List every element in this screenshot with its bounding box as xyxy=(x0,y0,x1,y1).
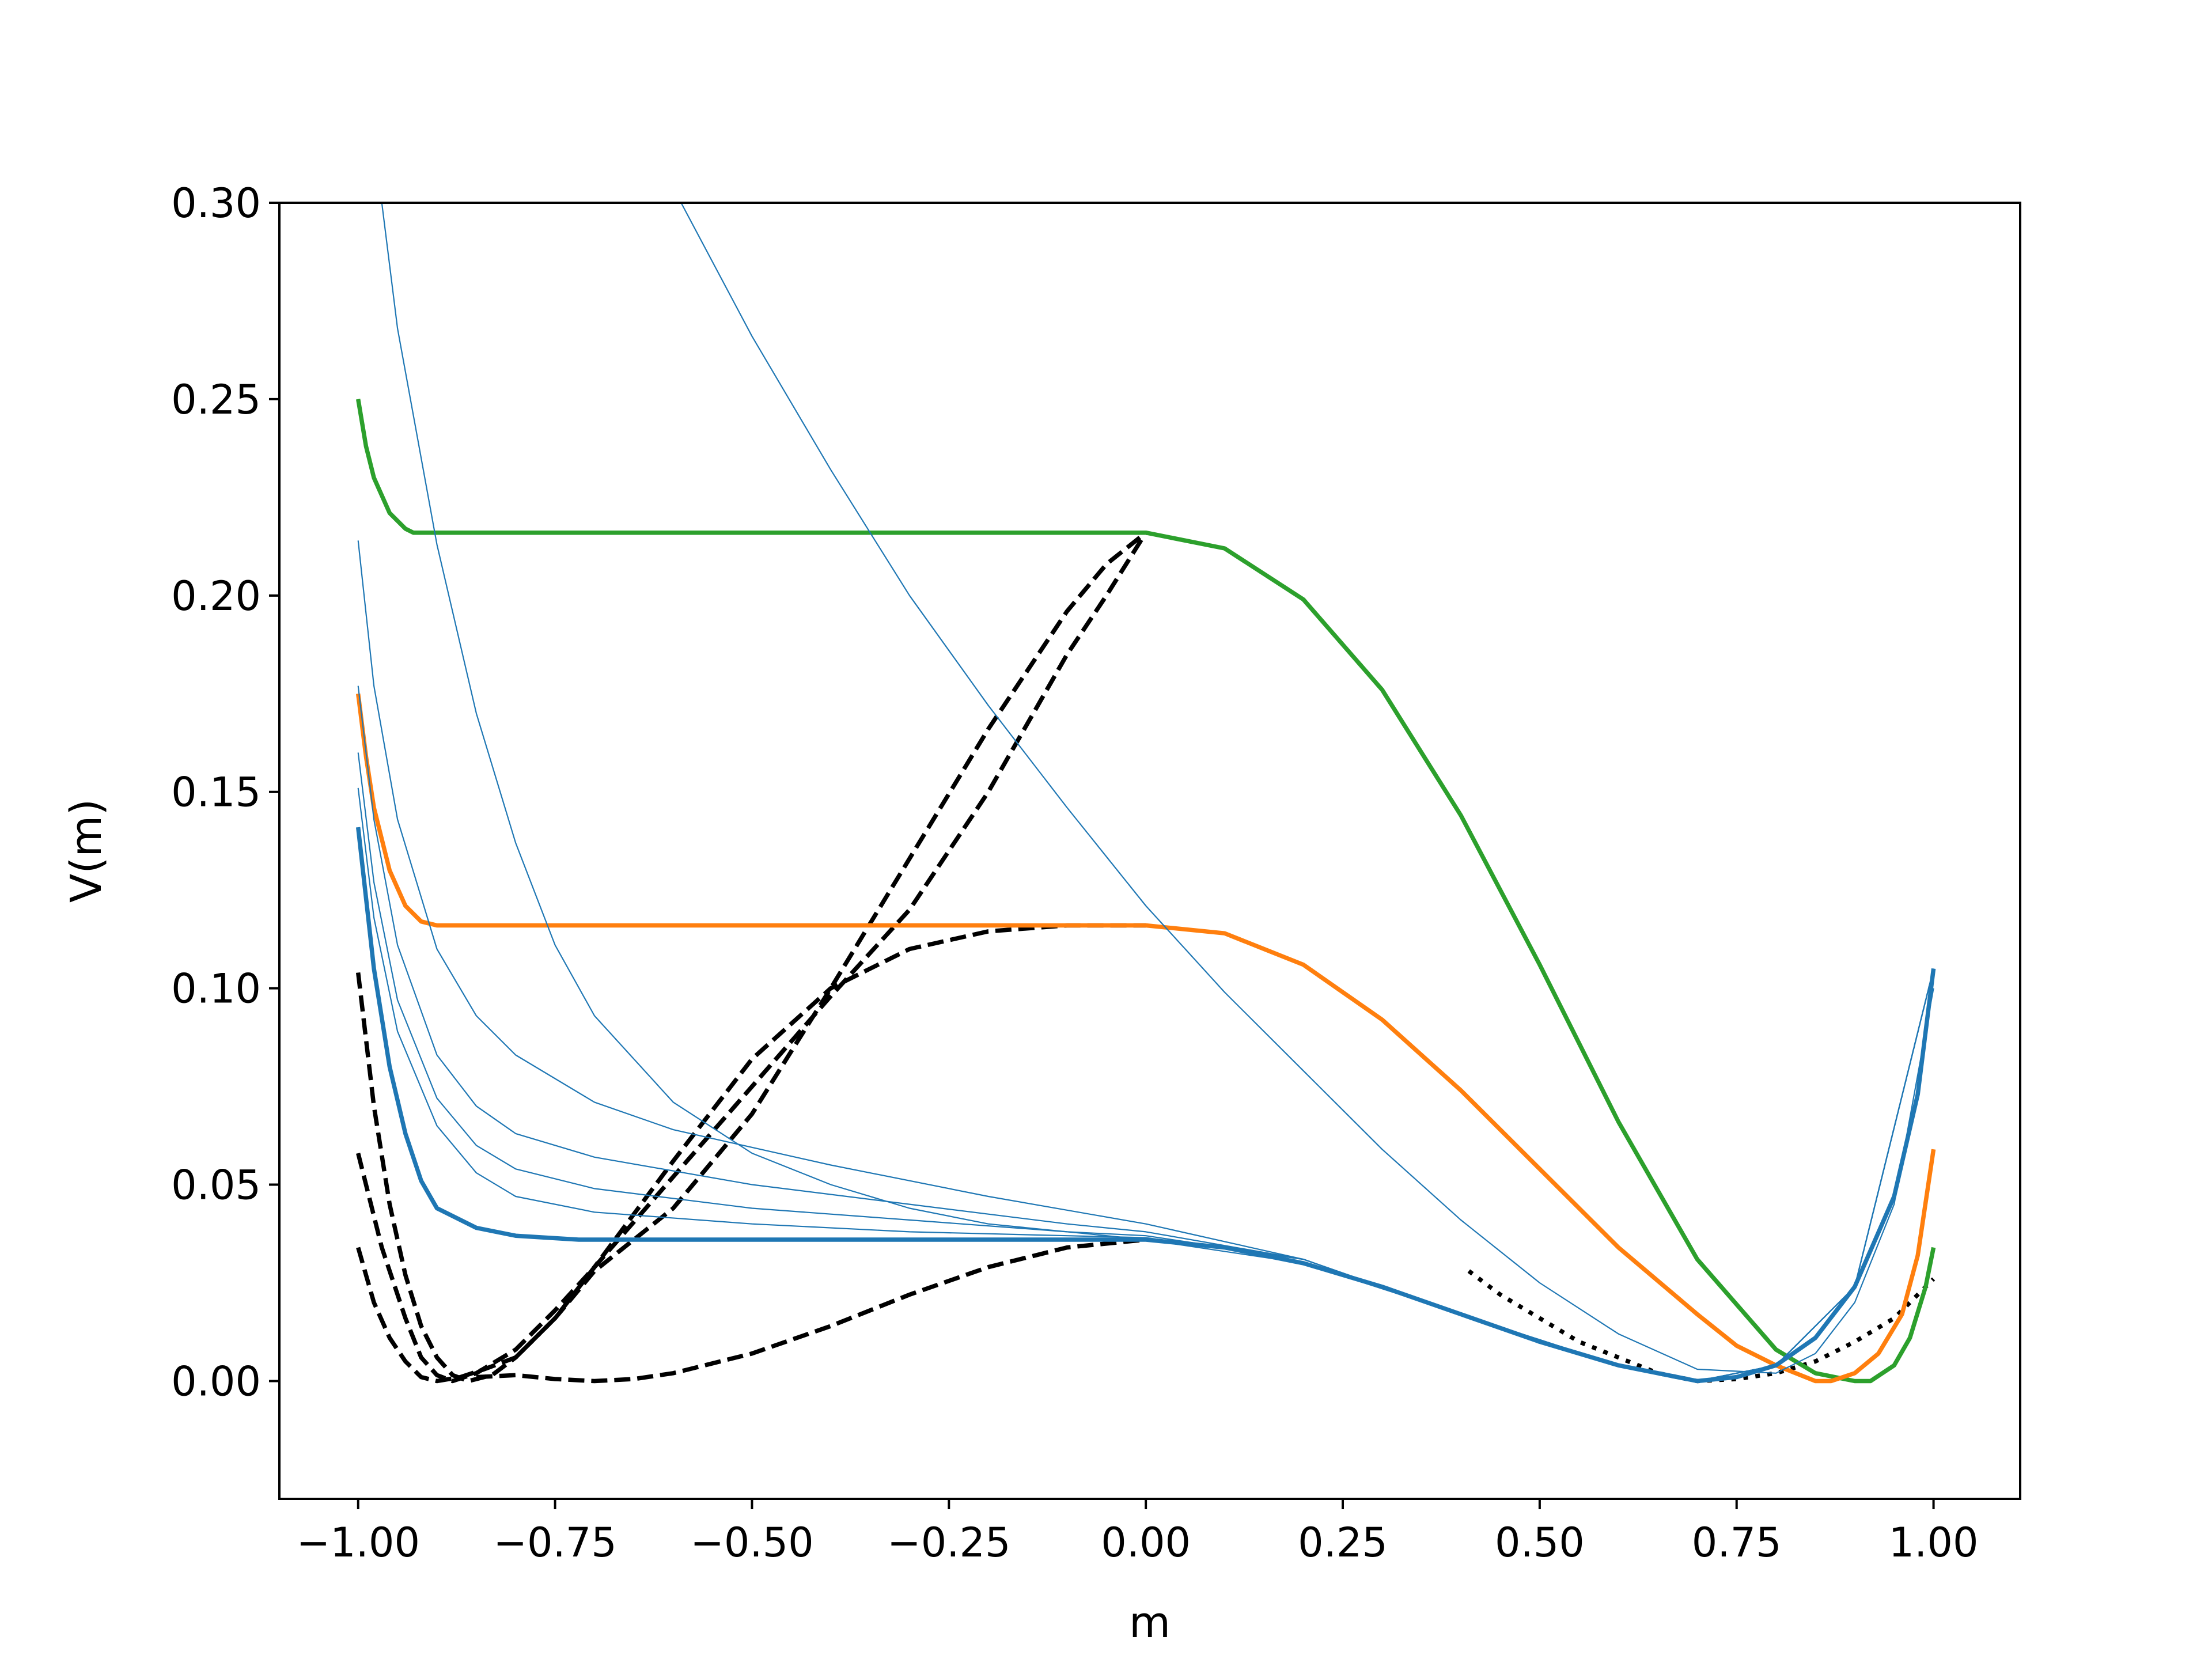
x-axis: −1.00 −0.75 −0.50 −0.25 0.00 0.25 0.50 0.75 1.00 xyxy=(296,1499,1979,1566)
x-tick-label: 0.25 xyxy=(1298,1519,1388,1566)
x-tick-label: 0.50 xyxy=(1495,1519,1585,1566)
y-tick-label: 0.20 xyxy=(171,573,261,620)
series-line-10 xyxy=(680,203,1934,1374)
plot-frame xyxy=(278,202,2021,1500)
x-tick-label: −1.00 xyxy=(296,1519,420,1566)
series-line-9 xyxy=(381,203,1934,1382)
series-line-8 xyxy=(355,827,1936,1384)
series-line-2 xyxy=(356,531,1148,1384)
series-line-6 xyxy=(356,399,1936,1384)
y-tick-label: 0.05 xyxy=(171,1162,261,1209)
series-layer xyxy=(355,203,1936,1384)
y-tick-label: 0.00 xyxy=(171,1358,261,1405)
x-tick-label: 1.00 xyxy=(1889,1519,1979,1566)
series-line-3 xyxy=(356,531,1147,1384)
x-tick-label: 0.75 xyxy=(1692,1519,1782,1566)
series-line-14 xyxy=(357,787,1934,1382)
x-tick-label: −0.50 xyxy=(690,1519,814,1566)
y-tick-label: 0.25 xyxy=(171,376,261,423)
series-line-7 xyxy=(355,693,1936,1384)
x-tick-label: −0.75 xyxy=(493,1519,617,1566)
x-tick-label: −0.25 xyxy=(887,1519,1011,1566)
x-axis-title: m xyxy=(1129,1598,1171,1647)
series-line-4 xyxy=(476,1237,1146,1384)
y-axis: 0.00 0.05 0.10 0.15 0.20 0.25 0.30 xyxy=(171,180,279,1405)
series-line-13 xyxy=(357,752,1934,1382)
series-line-12 xyxy=(357,685,1934,1382)
y-tick-label: 0.15 xyxy=(171,769,261,816)
y-tick-label: 0.30 xyxy=(171,180,261,227)
y-tick-label: 0.10 xyxy=(171,965,261,1013)
y-axis-title: V(m) xyxy=(62,799,111,903)
x-tick-label: 0.00 xyxy=(1101,1519,1191,1566)
